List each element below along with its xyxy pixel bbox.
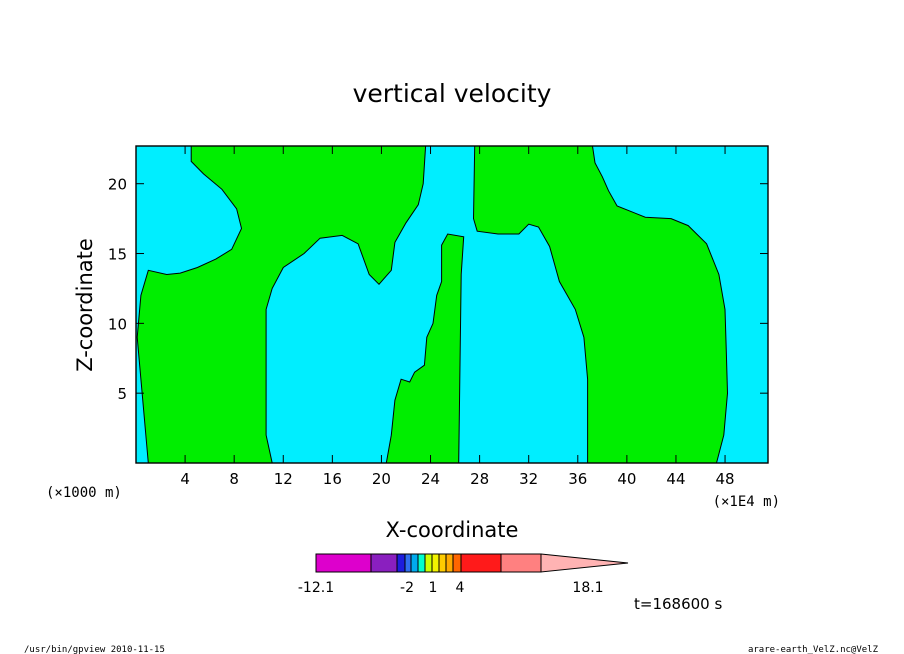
x-tick-label: 48 [716, 470, 735, 488]
footer-right: arare-earth_VelZ.nc@VelZ [748, 645, 879, 654]
colorbar-swatch [438, 553, 447, 573]
contour-regions [136, 145, 729, 464]
x-axis-label: X-coordinate [386, 518, 519, 542]
x-tick-label: 12 [274, 470, 293, 488]
x-tick-label: 16 [323, 470, 342, 488]
colorbar-swatch [404, 553, 412, 573]
chart-title: vertical velocity [353, 79, 552, 108]
x-units-right: (×1E4 m) [713, 494, 780, 510]
colorbar-swatch [370, 553, 398, 573]
plot-frame [135, 145, 769, 464]
colorbar-swatch [410, 553, 419, 573]
colorbar-swatch [431, 553, 440, 573]
y-tick-label: 10 [108, 315, 127, 333]
time-label: t=168600 s [634, 595, 722, 613]
contour-region-2 [385, 233, 465, 464]
colorbar-swatch [424, 553, 433, 573]
colorbar-swatch [500, 553, 542, 573]
x-tick-label: 40 [617, 470, 636, 488]
colorbar-arrow [540, 553, 629, 573]
colorbar-swatch [452, 553, 462, 573]
colorbar-swatch [445, 553, 454, 573]
colorbar-swatch [396, 553, 406, 573]
colorbar-swatch [315, 553, 372, 573]
colorbar-label: 4 [456, 580, 465, 596]
x-tick-label: 8 [229, 470, 239, 488]
colorbar-label: -12.1 [298, 580, 334, 596]
colorbar [315, 553, 629, 573]
x-axis: 4 8 12 16 20 24 28 32 36 40 44 48 [180, 146, 735, 488]
colorbar-swatch [417, 553, 426, 573]
y-axis-label: Z-coordinate [73, 238, 97, 372]
y-axis: 5 10 15 20 [108, 176, 768, 403]
x-tick-label: 44 [666, 470, 685, 488]
colorbar-label: 18.1 [572, 580, 603, 596]
y-tick-label: 15 [108, 246, 127, 264]
colorbar-labels: -12.1 -2 1 4 18.1 [298, 580, 604, 596]
y-tick-label: 20 [108, 176, 127, 194]
x-tick-label: 28 [470, 470, 489, 488]
x-tick-label: 24 [421, 470, 440, 488]
contour-region-1 [136, 145, 427, 464]
x-tick-label: 32 [519, 470, 538, 488]
x-units-left: (×1000 m) [46, 485, 122, 501]
colorbar-swatch [460, 553, 502, 573]
colorbar-label: -2 [400, 580, 414, 596]
colorbar-label: 1 [429, 580, 438, 596]
footer-left: /usr/bin/gpview 2010-11-15 [24, 645, 165, 654]
x-tick-label: 20 [372, 470, 391, 488]
x-tick-label: 36 [568, 470, 587, 488]
contour-region-3 [472, 145, 729, 464]
y-tick-label: 5 [117, 385, 127, 403]
x-tick-label: 4 [180, 470, 190, 488]
